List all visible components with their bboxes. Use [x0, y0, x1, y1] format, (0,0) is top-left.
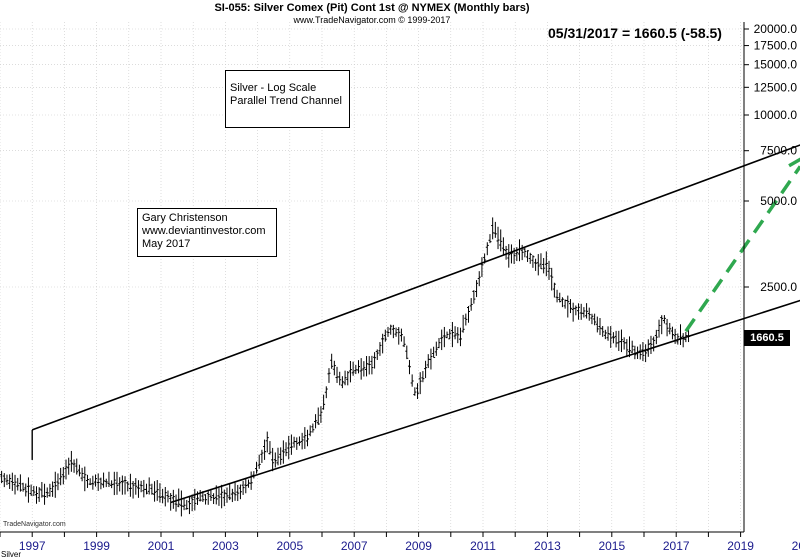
x-tick-label: 2003	[212, 539, 239, 553]
annotation-box-author: Gary Christenson www.deviantinvestor.com…	[137, 208, 277, 257]
y-tick-label: 17500.0	[754, 39, 798, 53]
x-tick-label: 2017	[663, 539, 690, 553]
annotation-box-scale: Silver - Log Scale Parallel Trend Channe…	[225, 70, 350, 128]
annotation-text: www.deviantinvestor.com	[142, 225, 266, 237]
lower-channel-line	[170, 299, 800, 504]
source-label: TradeNavigator.com	[3, 521, 66, 528]
annotation-text: May 2017	[142, 238, 191, 250]
last-value-readout: 05/31/2017 = 1660.5 (-58.5)	[548, 25, 722, 41]
y-tick-label: 10000.0	[754, 108, 798, 122]
x-tick-label: 2011	[470, 539, 496, 553]
y-tick-label: 15000.0	[754, 58, 798, 72]
annotation-text: Parallel Trend Channel	[230, 95, 342, 107]
y-tick-label: 5000.0	[760, 194, 797, 208]
x-tick-label: 2021	[792, 539, 800, 553]
x-tick-label: 2007	[341, 539, 368, 553]
x-tick-label: 2015	[598, 539, 625, 553]
x-tick-label: 1999	[83, 539, 110, 553]
plot-background	[0, 22, 744, 532]
annotation-text: Gary Christenson	[142, 212, 228, 224]
projection-arrow-shaft	[684, 165, 800, 333]
y-tick-label: 7500.0	[760, 144, 797, 158]
annotation-text: Silver - Log Scale	[230, 82, 317, 94]
y-tick-label: 20000.0	[754, 22, 798, 36]
trend-channel	[31, 144, 800, 504]
upper-channel-line	[31, 144, 800, 431]
chart-subtitle: www.TradeNavigator.com © 1999-2017	[293, 15, 451, 25]
x-axis: 1997 1999 2001 2003 2005 2007 2009 2011 2013 2015…	[0, 532, 800, 553]
projection-arrow	[684, 157, 800, 333]
x-tick-label: 2019	[727, 539, 754, 553]
price-bars	[0, 217, 691, 517]
x-tick-label: 2001	[148, 539, 175, 553]
x-tick-label: 2013	[534, 539, 561, 553]
projection-arrow-head	[788, 157, 800, 168]
y-tick-label: 2500.0	[760, 280, 797, 294]
last-price-label: 1660.5	[744, 329, 790, 346]
x-tick-label: 1997	[19, 539, 46, 553]
y-tick-label: 12500.0	[754, 80, 798, 94]
chart-title: SI-055: Silver Comex (Pit) Cont 1st @ NY…	[214, 2, 530, 14]
y-axis: 20000.0 17500.0 15000.0 12500.0 10000.0 7500.…	[744, 22, 797, 294]
x-tick-label: 2009	[405, 539, 432, 553]
symbol-label: Silver	[1, 550, 22, 559]
x-tick-label: 2005	[276, 539, 303, 553]
